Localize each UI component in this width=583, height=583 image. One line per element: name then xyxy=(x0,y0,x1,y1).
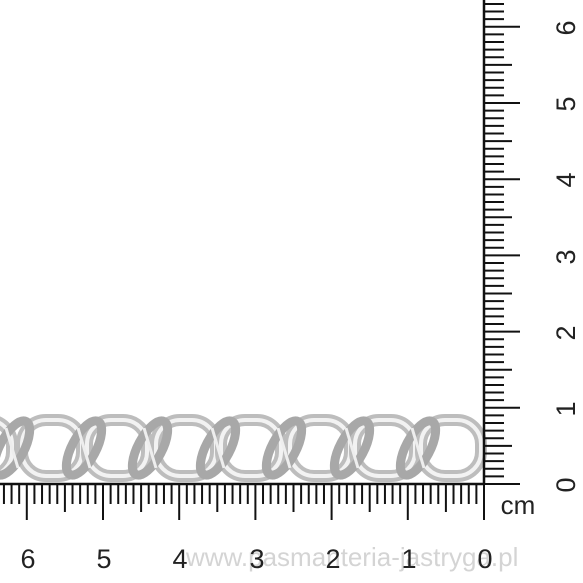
chain-link-highlight xyxy=(410,427,426,469)
chain-link-highlight xyxy=(4,427,20,469)
chain-link xyxy=(0,416,35,480)
chain-link-highlight xyxy=(419,418,483,478)
chain-link-highlight xyxy=(210,427,226,469)
chain-link xyxy=(61,416,107,480)
chain-link xyxy=(395,416,441,480)
ruler-bottom-label: 4 xyxy=(172,544,187,574)
ruler-bottom-label: 5 xyxy=(96,544,111,574)
ruler-bottom-label: 6 xyxy=(20,544,35,574)
chain-link-highlight xyxy=(219,418,283,478)
chain-link xyxy=(127,416,173,480)
chain-link-highlight xyxy=(276,427,292,469)
chain-link-highlight xyxy=(85,418,149,478)
chain-link xyxy=(329,416,375,480)
ruler-bottom-label: 1 xyxy=(401,544,416,574)
ruler-side-label: 3 xyxy=(551,249,581,264)
ruler-bottom-label: 0 xyxy=(477,544,492,574)
chain-link-highlight xyxy=(76,427,92,469)
chain-link xyxy=(261,416,307,480)
ruler-side-label: 6 xyxy=(551,20,581,35)
chain-link-highlight xyxy=(344,427,360,469)
ruler-side-label: 0 xyxy=(551,477,581,492)
ruler-bottom-label: 2 xyxy=(325,544,340,574)
ruler-vertical-ticks xyxy=(484,2,520,485)
ruler-horizontal-ticks xyxy=(2,484,485,520)
ruler-side-label: 2 xyxy=(551,325,581,340)
ruler-side-label: 1 xyxy=(551,401,581,416)
ruler-side-label: 4 xyxy=(551,172,581,187)
ruler-bottom-label: 3 xyxy=(249,544,264,574)
ruler-unit-label: cm xyxy=(501,490,536,520)
ruler-side-label: 5 xyxy=(551,96,581,111)
watermark-text: www.pasmanteria-jastryga.pl xyxy=(185,542,518,572)
chain-link-highlight xyxy=(142,427,158,469)
chain-link xyxy=(195,416,241,480)
chain xyxy=(0,414,487,482)
